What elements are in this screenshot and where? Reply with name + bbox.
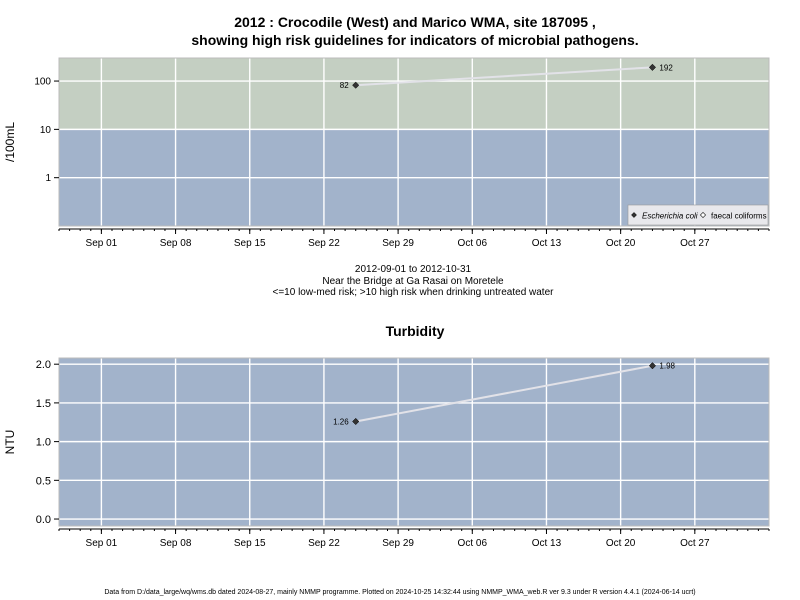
x-tick-label: Sep 22 xyxy=(308,538,340,549)
chart-title-line-1: 2012 : Crocodile (West) and Marico WMA, … xyxy=(234,14,596,30)
ecoli-data-label: 192 xyxy=(659,63,673,72)
x-tick-label: Oct 20 xyxy=(606,538,636,549)
x-tick-label: Sep 22 xyxy=(308,238,340,249)
high-risk-band xyxy=(59,58,769,130)
y-axis-label: NTU xyxy=(3,430,17,455)
ecoli-data-point xyxy=(352,81,360,89)
plot-border xyxy=(58,57,770,227)
risk-guideline-subtitle: <=10 low-med risk; >10 high risk when dr… xyxy=(272,287,554,298)
y-tick-label: 0.0 xyxy=(36,514,51,526)
y-tick-label: 100 xyxy=(34,77,51,88)
x-tick-label: Oct 13 xyxy=(532,238,562,249)
y-tick-label: 1 xyxy=(45,173,51,184)
x-tick-label: Oct 20 xyxy=(606,238,636,249)
footer-note: Data from D:/data_large/wq/wms.db dated … xyxy=(104,589,696,596)
legend-ecoli-label: Escherichia coli xyxy=(642,212,698,221)
x-tick-label: Sep 08 xyxy=(160,238,192,249)
x-tick-label: Sep 15 xyxy=(234,538,266,549)
turbidity-data-point xyxy=(648,362,656,370)
chart-title-line-2: showing high risk guidelines for indicat… xyxy=(191,32,639,48)
x-tick-label: Sep 15 xyxy=(234,238,266,249)
microbial-chart: 1 10 100/100mL Sep 01 Sep 08 Sep 15 Sep 22 Sep … xyxy=(3,57,770,249)
x-tick-label: Sep 29 xyxy=(382,538,414,549)
turbidity-data-point xyxy=(352,417,360,426)
y-axis-label: /100mL xyxy=(3,122,17,162)
x-tick-label: Oct 06 xyxy=(458,238,488,249)
y-tick-label: 2.0 xyxy=(36,359,51,371)
legend-faecal-marker xyxy=(699,211,707,219)
y-tick-label: 10 xyxy=(40,125,52,136)
turbidity-series-line xyxy=(355,364,653,423)
date-range-subtitle: 2012-09-01 to 2012-10-31 xyxy=(354,264,472,275)
legend-ecoli-marker xyxy=(631,212,637,218)
ecoli-data-label: 82 xyxy=(340,81,349,90)
y-tick-label: 1.5 xyxy=(36,398,51,410)
turbidity-data-label: 1.98 xyxy=(659,362,675,371)
x-tick-label: Oct 06 xyxy=(458,538,488,549)
legend-faecal-label: faecal coliforms xyxy=(711,212,767,221)
x-tick-label: Sep 08 xyxy=(160,538,192,549)
ecoli-data-point xyxy=(648,63,656,71)
x-tick-label: Oct 27 xyxy=(680,238,710,249)
y-tick-label: 0.5 xyxy=(36,475,51,487)
ecoli-series-line xyxy=(355,66,653,87)
site-location-subtitle: Near the Bridge at Ga Rasai on Moretele xyxy=(322,276,504,287)
x-tick-label: Sep 01 xyxy=(86,538,118,549)
x-tick-label: Sep 01 xyxy=(86,238,118,249)
x-tick-label: Oct 27 xyxy=(680,538,710,549)
turbidity-data-label: 1.26 xyxy=(333,417,349,426)
legend-box xyxy=(627,204,769,226)
turbidity-chart-title: Turbidity xyxy=(385,323,445,339)
x-tick-label: Sep 29 xyxy=(382,238,414,249)
x-tick-label: Oct 13 xyxy=(532,538,562,549)
y-tick-label: 1.0 xyxy=(36,437,51,449)
